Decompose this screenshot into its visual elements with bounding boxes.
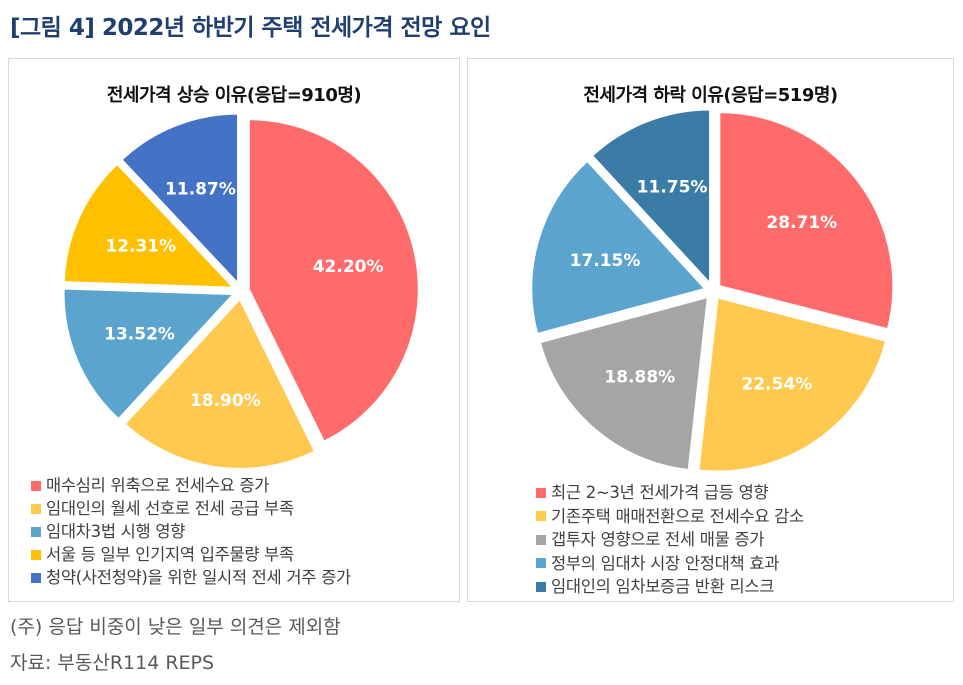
legend-swatch xyxy=(536,487,546,498)
legend-item: 청약(사전청약)을 위한 일시적 전세 거주 증가 xyxy=(31,566,351,589)
footnote: (주) 응답 비중이 낮은 일부 의견은 제외함 xyxy=(10,616,341,638)
legend-label: 최근 2~3년 전세가격 급등 영향 xyxy=(551,483,769,502)
figure-title: [그림 4] 2022년 하반기 주택 전세가격 전망 요인 xyxy=(10,15,491,41)
legend-label: 임대인의 월세 선호로 전세 공급 부족 xyxy=(46,499,294,518)
legend-swatch xyxy=(31,503,41,514)
legend-label: 갭투자 영향으로 전세 매물 증가 xyxy=(551,530,765,549)
legend-label: 정부의 임대차 시장 안정대책 효과 xyxy=(551,553,780,573)
legend-swatch xyxy=(31,549,41,560)
data-label: 13.52% xyxy=(104,325,175,345)
legend-item: 임대인의 월세 선호로 전세 공급 부족 xyxy=(31,497,351,520)
legend-item: 기존주택 매매전환으로 전세수요 감소 xyxy=(536,505,804,529)
pie-slice xyxy=(538,295,709,472)
legend-swatch xyxy=(536,534,546,545)
pie-slice xyxy=(530,159,708,336)
legend-item: 최근 2~3년 전세가격 급등 영향 xyxy=(536,481,804,505)
legend-label: 기존주택 매매전환으로 전세수요 감소 xyxy=(551,506,804,526)
pie-slice xyxy=(247,118,420,444)
legend-item: 매수심리 위축으로 전세수요 증가 xyxy=(31,474,351,497)
rise-pie-svg: 42.20% 18.90% 13.52% 12.31% 11.87% xyxy=(62,112,420,470)
legend-swatch xyxy=(31,572,41,583)
data-label: 22.54% xyxy=(742,374,813,394)
rise-chart-panel: 전세가격 상승 이유(응답=910명) 42.20% 18.90% 13.52% 12… xyxy=(8,58,460,602)
chart-title: 전세가격 하락 이유(응답=519명) xyxy=(583,85,838,106)
legend-swatch xyxy=(31,526,41,537)
data-label: 42.20% xyxy=(313,257,384,277)
legend-swatch xyxy=(536,511,546,522)
legend-item: 정부의 임대차 시장 안정대책 효과 xyxy=(536,552,804,576)
legend-item: 임대차3법 시행 영향 xyxy=(31,520,351,543)
legend-item: 서울 등 일부 인기지역 입주물량 부족 xyxy=(31,543,351,566)
legend-swatch xyxy=(536,581,546,592)
source-note: 자료: 부동산R114 REPS xyxy=(10,652,215,674)
legend-item: 갭투자 영향으로 전세 매물 증가 xyxy=(536,528,804,552)
data-label: 11.87% xyxy=(165,180,236,200)
data-label: 12.31% xyxy=(105,237,176,257)
legend-label: 임대인의 임차보증금 반환 리스크 xyxy=(551,577,775,596)
legend-label: 매수심리 위축으로 전세수요 증가 xyxy=(46,476,270,495)
pie-slice xyxy=(120,112,240,287)
legend-item: 임대인의 임차보증금 반환 리스크 xyxy=(536,575,804,599)
data-label: 17.15% xyxy=(570,251,641,271)
legend-label: 청약(사전청약)을 위한 일시적 전세 거주 증가 xyxy=(46,568,351,587)
legend-swatch xyxy=(536,558,546,569)
fall-pie-svg: 28.71% 22.54% 18.88% 17.15% 11.75% xyxy=(530,108,895,473)
pie-slice xyxy=(62,287,236,421)
data-label: 18.90% xyxy=(190,391,261,411)
pie-slice xyxy=(62,162,237,289)
legend-swatch xyxy=(31,480,41,491)
pie-slice xyxy=(718,111,895,331)
legend-label: 임대차3법 시행 영향 xyxy=(46,522,186,541)
pie-slice xyxy=(590,108,712,287)
pie-slice xyxy=(697,296,888,473)
fall-chart-panel: 전세가격 하락 이유(응답=519명) 28.71% 22.54% 18.88% 17… xyxy=(467,58,954,602)
legend-label: 서울 등 일부 인기지역 입주물량 부족 xyxy=(46,545,294,564)
data-label: 28.71% xyxy=(766,213,837,233)
pie-slice xyxy=(123,297,317,470)
data-label: 11.75% xyxy=(637,177,708,197)
chart-title: 전세가격 상승 이유(응답=910명) xyxy=(106,85,362,106)
data-label: 18.88% xyxy=(604,367,675,387)
